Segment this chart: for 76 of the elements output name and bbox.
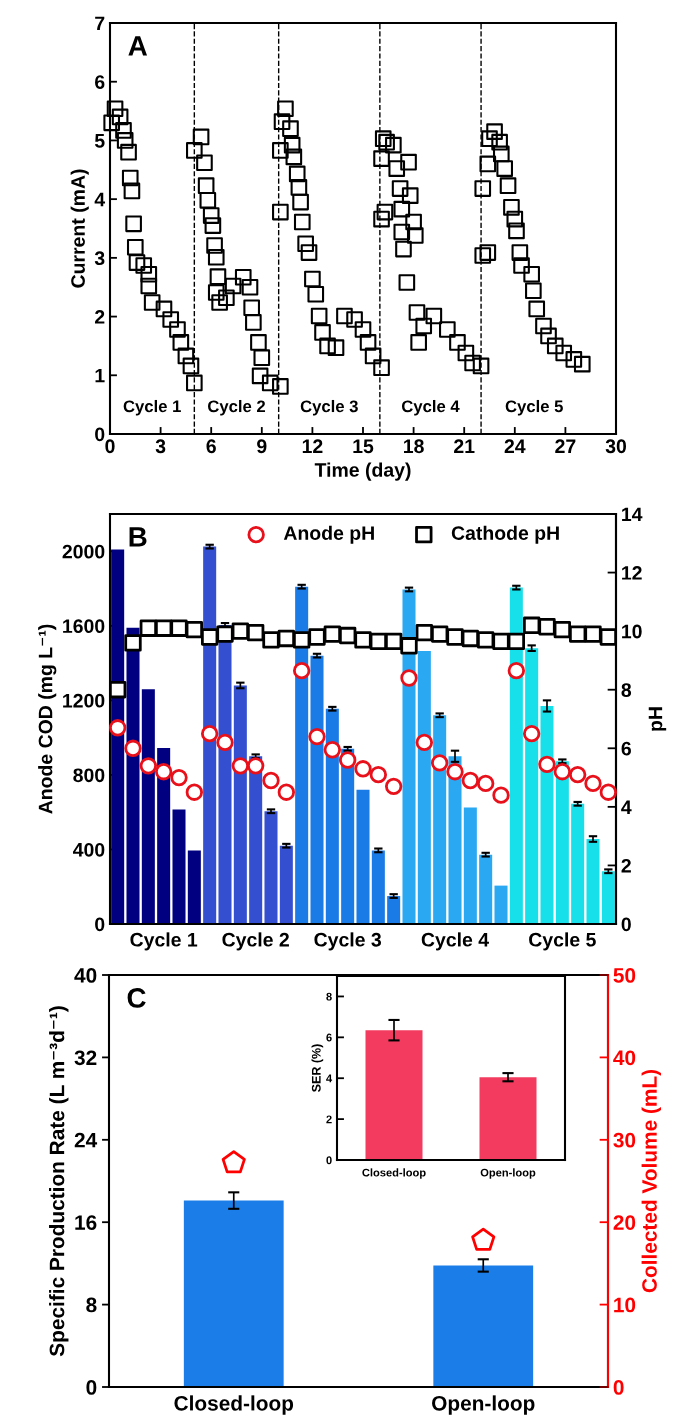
legend-label: Cathode pH xyxy=(451,525,559,544)
annotation: Cycle 4 xyxy=(401,399,460,416)
x-tick-label: 9 xyxy=(257,439,267,454)
y-tick-label: 0 xyxy=(95,427,105,442)
y2-tick-label: 4 xyxy=(621,800,632,814)
legend-label: Anode pH xyxy=(283,525,374,544)
y-tick-label: 5 xyxy=(94,134,105,148)
y-tick-label: 40 xyxy=(74,968,97,983)
annotation: Cycle 1 xyxy=(123,399,181,416)
y-tick-label: 7 xyxy=(95,16,105,31)
y-tick-label: 6 xyxy=(326,1033,332,1042)
y2-tick-label: 6 xyxy=(621,741,631,756)
y-axis-title: SER (%) xyxy=(311,1044,324,1092)
x-tick-label: Cycle 5 xyxy=(529,932,596,951)
x-axis-title: Time (day) xyxy=(314,462,411,481)
y-tick-label: 2 xyxy=(326,1115,332,1124)
y-tick-label: 32 xyxy=(74,1050,97,1066)
y2-tick-label: 20 xyxy=(613,1215,636,1230)
y-tick-label: 8 xyxy=(86,1297,97,1313)
y-tick-label: 400 xyxy=(72,842,105,857)
y2-tick-label: 14 xyxy=(622,507,643,522)
x-tick-label: 30 xyxy=(605,439,627,454)
x-tick-label: 18 xyxy=(404,439,424,454)
x-tick-label: Closed-loop xyxy=(362,1168,426,1179)
x-tick-label: Cycle 2 xyxy=(222,932,289,951)
y2-tick-label: 40 xyxy=(613,1050,636,1066)
x-tick-label: 21 xyxy=(454,439,475,453)
x-tick-label: 24 xyxy=(504,439,526,453)
y-tick-label: 1600 xyxy=(63,619,105,634)
y-tick-label: 800 xyxy=(73,768,105,783)
y2-tick-label: 0 xyxy=(613,1380,624,1395)
y-tick-label: 1200 xyxy=(63,693,105,708)
y-tick-label: 6 xyxy=(95,75,105,89)
y2-axis-title: Collected Volume (mL) xyxy=(641,1069,662,1293)
x-tick-label: 27 xyxy=(555,439,576,453)
x-tick-label: Cycle 4 xyxy=(421,932,489,951)
y2-tick-label: 12 xyxy=(622,566,642,580)
annotation: A xyxy=(128,36,148,56)
x-tick-label: 3 xyxy=(155,439,166,454)
x-tick-label: 12 xyxy=(302,439,323,453)
y2-tick-label: 10 xyxy=(614,1297,636,1313)
annotation: C xyxy=(127,988,146,1008)
y2-tick-label: 2 xyxy=(621,858,631,873)
y-tick-label: 0 xyxy=(86,1380,97,1395)
x-tick-label: Open-loop xyxy=(432,1395,535,1415)
y-axis-title: Anode COD (mg L⁻¹) xyxy=(38,624,57,814)
annotation: Cycle 5 xyxy=(505,399,563,416)
x-tick-label: 0 xyxy=(105,439,115,454)
y-tick-label: 3 xyxy=(94,251,105,266)
x-tick-label: Cycle 3 xyxy=(314,932,382,951)
x-tick-label: 15 xyxy=(353,439,374,454)
y2-tick-label: 50 xyxy=(613,968,636,983)
y-tick-label: 1 xyxy=(95,368,105,383)
annotation: Cycle 2 xyxy=(208,399,266,416)
y-tick-label: 0 xyxy=(326,1156,332,1165)
y2-axis-title: pH xyxy=(648,707,667,731)
y2-tick-label: 30 xyxy=(613,1132,636,1148)
y-tick-label: 16 xyxy=(75,1215,97,1230)
y-tick-label: 0 xyxy=(95,917,105,932)
y-tick-label: 2 xyxy=(95,310,105,324)
x-tick-label: 6 xyxy=(206,439,216,454)
x-tick-label: Closed-loop xyxy=(174,1395,294,1415)
y-tick-label: 4 xyxy=(326,1074,333,1083)
y-axis-title: Specific Production Rate (L m⁻³d⁻¹) xyxy=(49,1006,69,1357)
y-axis-title: Current (mA) xyxy=(70,169,89,288)
y2-tick-label: 0 xyxy=(621,917,631,932)
y2-tick-label: 10 xyxy=(622,624,642,639)
y-tick-label: 24 xyxy=(74,1132,98,1148)
x-tick-label: Cycle 1 xyxy=(130,932,198,951)
x-tick-label: Open-loop xyxy=(480,1168,536,1179)
y-tick-label: 4 xyxy=(94,192,106,207)
y-tick-label: 8 xyxy=(326,992,332,1001)
annotation: Cycle 3 xyxy=(300,399,358,416)
annotation: B xyxy=(129,527,147,547)
y2-tick-label: 8 xyxy=(621,683,632,697)
y-tick-label: 2000 xyxy=(62,544,105,559)
